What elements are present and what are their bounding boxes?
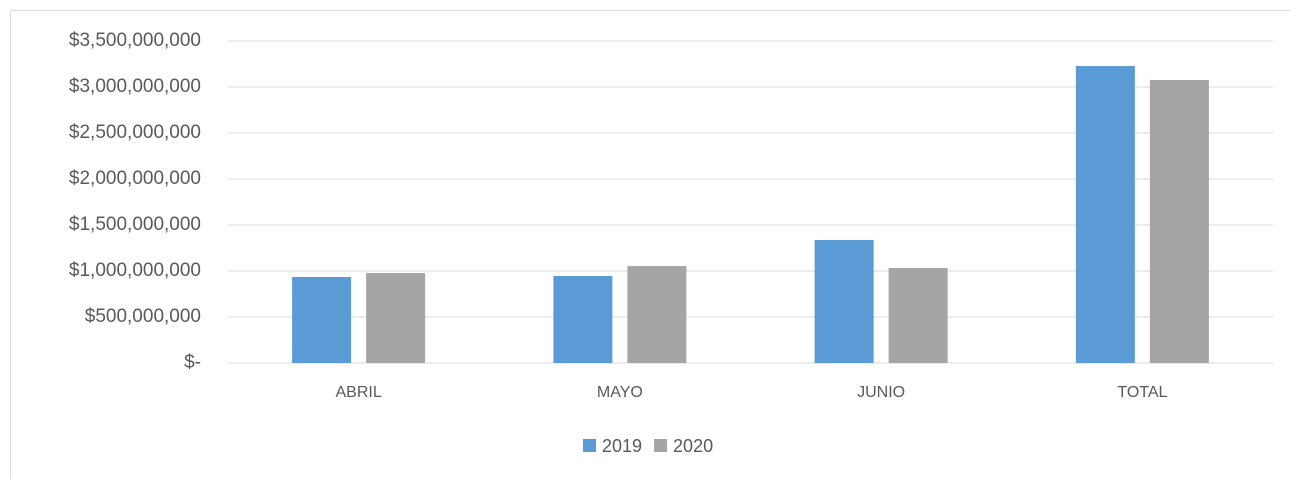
legend-label: 2019 [602, 436, 642, 456]
bar [627, 266, 687, 363]
y-tick-label: $2,000,000,000 [69, 168, 201, 189]
bar [1075, 66, 1135, 364]
y-tick-label: $2,500,000,000 [69, 122, 201, 143]
chart-border [10, 10, 1290, 479]
legend-swatch [583, 439, 596, 452]
legend-swatch [654, 439, 668, 452]
bar [888, 267, 948, 363]
x-tick-label: TOTAL [1117, 384, 1167, 401]
bar [553, 275, 613, 363]
bar [292, 276, 352, 363]
x-tick-label: JUNIO [857, 384, 905, 401]
y-tick-label: $- [184, 352, 201, 373]
x-tick-label: MAYO [597, 384, 643, 401]
legend-label: 2020 [673, 436, 713, 456]
bar [1149, 80, 1209, 364]
bar [814, 239, 874, 363]
bar [366, 273, 426, 363]
y-tick-label: $3,500,000,000 [69, 30, 201, 51]
x-tick-label: ABRIL [336, 384, 382, 401]
y-tick-label: $1,500,000,000 [69, 214, 201, 235]
y-tick-label: $500,000,000 [85, 306, 201, 327]
y-tick-label: $3,000,000,000 [69, 76, 201, 97]
y-tick-label: $1,000,000,000 [69, 260, 201, 281]
